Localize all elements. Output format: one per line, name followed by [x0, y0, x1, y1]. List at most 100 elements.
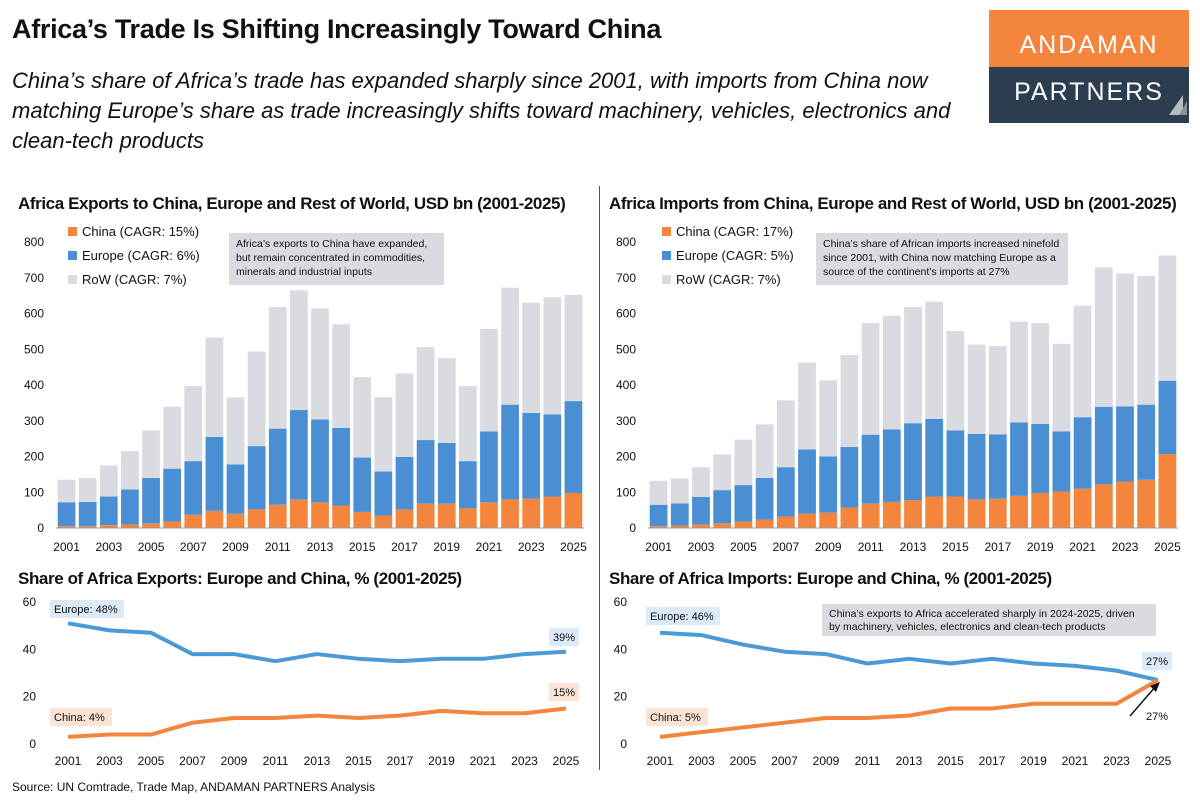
- bar-china: [755, 519, 774, 528]
- line-europe: [67, 621, 567, 664]
- bar-row: [226, 397, 245, 465]
- bar-china: [1010, 495, 1028, 528]
- x-tick-label: 2001: [647, 754, 674, 768]
- china-start-label: China: 4%: [54, 712, 105, 724]
- x-tick-label: 2001: [53, 540, 80, 554]
- y-tick-label: 100: [616, 485, 636, 499]
- bar-row: [268, 307, 287, 429]
- x-tick-label: 2011: [263, 754, 289, 768]
- bar-row: [1073, 305, 1092, 418]
- x-tick-label: 2005: [138, 540, 165, 554]
- bar-europe: [374, 471, 393, 516]
- x-tick-label: 2003: [688, 754, 715, 768]
- y-tick-label: 100: [24, 485, 44, 499]
- bar-china: [57, 526, 76, 528]
- bar-row: [78, 477, 97, 502]
- x-tick-label: 2005: [730, 754, 757, 768]
- x-tick-label: 2025: [1145, 754, 1172, 768]
- x-tick-label: 2007: [771, 754, 798, 768]
- bar-row: [925, 301, 944, 419]
- bar-china: [268, 504, 287, 528]
- legend-swatch: [68, 227, 77, 236]
- y-tick-label: 0: [29, 737, 36, 751]
- bar-china: [1094, 484, 1113, 528]
- bar-china: [798, 513, 816, 528]
- bar-europe: [1116, 406, 1134, 482]
- bar-europe: [501, 404, 519, 500]
- bar-china: [1116, 481, 1134, 528]
- x-tick-label: 2013: [307, 540, 334, 554]
- x-tick-label: 2009: [222, 540, 249, 554]
- bar-row: [692, 467, 710, 497]
- y-tick-label: 40: [614, 642, 628, 656]
- bar-europe: [1052, 431, 1071, 492]
- bar-china: [522, 498, 541, 528]
- bar-row: [1010, 321, 1028, 423]
- bar-china: [247, 509, 266, 528]
- bar-china: [734, 521, 753, 528]
- bar-china: [649, 526, 668, 528]
- x-tick-label: 2017: [984, 540, 1011, 554]
- legend-label: Europe (CAGR: 5%): [676, 248, 794, 263]
- bar-europe: [205, 436, 224, 511]
- bar-europe: [163, 468, 182, 522]
- annotation-text-line: minerals and industrial inputs: [236, 266, 372, 278]
- bar-china: [543, 496, 562, 528]
- y-tick-label: 500: [616, 342, 636, 356]
- bar-europe: [1031, 423, 1050, 493]
- y-tick-label: 400: [24, 378, 44, 392]
- bar-europe: [416, 440, 435, 504]
- bar-row: [1031, 323, 1050, 424]
- annotation-text-line: China’s exports to Africa accelerated sh…: [829, 608, 1135, 620]
- x-tick-label: 2013: [900, 540, 927, 554]
- bar-row: [946, 331, 965, 431]
- annotation-text-line: China’s share of African imports increas…: [823, 238, 1059, 250]
- bar-row: [121, 451, 139, 490]
- europe-start-label-bg: [646, 607, 720, 625]
- legend-label: RoW (CAGR: 7%): [82, 272, 187, 287]
- annotation-box: [822, 604, 1156, 636]
- bar-china: [226, 513, 245, 528]
- annotation-text-line: but remain concentrated in commodities,: [236, 252, 425, 264]
- bar-europe: [458, 461, 477, 509]
- x-tick-label: 2005: [730, 540, 757, 554]
- bar-europe: [1158, 380, 1177, 454]
- bar-row: [988, 346, 1007, 435]
- bar-china: [205, 510, 224, 528]
- annotation-text-line: by machinery, vehicles, electronics and …: [829, 621, 1105, 633]
- bar-europe: [57, 502, 76, 527]
- x-tick-label: 2001: [645, 540, 672, 554]
- andaman-partners-logo: ANDAMAN PARTNERS: [989, 10, 1189, 123]
- y-tick-label: 800: [24, 235, 44, 249]
- bar-china: [904, 500, 922, 528]
- bar-china: [988, 498, 1007, 528]
- y-tick-label: 300: [24, 414, 44, 428]
- export-share-chart-title: Share of Africa Exports: Europe and Chin…: [18, 569, 462, 588]
- x-tick-label: 2025: [1154, 540, 1181, 554]
- bar-europe: [290, 410, 308, 500]
- legend-swatch: [662, 251, 671, 260]
- bar-europe: [543, 414, 562, 497]
- bar-row: [522, 302, 541, 413]
- x-tick-label: 2003: [95, 540, 122, 554]
- bar-china: [78, 526, 97, 528]
- x-tick-label: 2015: [942, 540, 969, 554]
- bar-china: [184, 514, 203, 528]
- bar-europe: [1137, 404, 1156, 480]
- x-tick-label: 2021: [470, 754, 497, 768]
- bar-row: [776, 400, 795, 468]
- bar-china: [776, 516, 795, 528]
- x-tick-label: 2011: [265, 540, 291, 554]
- y-tick-label: 20: [23, 690, 37, 704]
- y-tick-label: 60: [23, 595, 37, 609]
- annotation-text-line: Africa’s exports to China have expanded,: [236, 238, 427, 250]
- x-tick-label: 2019: [433, 540, 460, 554]
- y-tick-label: 700: [616, 271, 636, 285]
- bar-europe: [332, 427, 350, 506]
- bar-europe: [268, 428, 287, 505]
- bar-europe: [904, 423, 922, 501]
- bar-europe: [734, 485, 753, 522]
- y-tick-label: 700: [24, 271, 44, 285]
- y-tick-label: 200: [616, 450, 636, 464]
- imports-chart-title: Africa Imports from China, Europe and Re…: [609, 194, 1177, 213]
